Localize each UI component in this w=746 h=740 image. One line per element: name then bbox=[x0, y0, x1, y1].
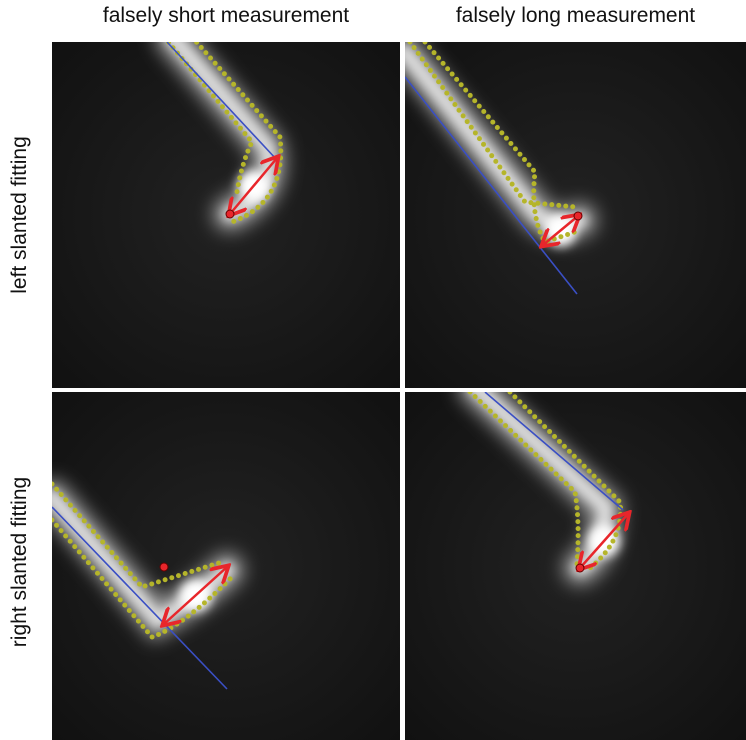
endpoint bbox=[226, 210, 234, 218]
endpoint bbox=[160, 563, 168, 571]
microscopy-panel bbox=[405, 392, 746, 740]
endpoint bbox=[574, 212, 582, 220]
column-title: falsely long measurement bbox=[405, 4, 746, 28]
microscopy-panel bbox=[52, 392, 400, 740]
row-title: left slanted fitting bbox=[8, 136, 32, 294]
microscopy-panel bbox=[405, 42, 746, 388]
row-title: right slanted fitting bbox=[8, 477, 32, 647]
endpoint bbox=[576, 564, 584, 572]
column-title: falsely short measurement bbox=[52, 4, 400, 28]
microscopy-panel bbox=[52, 42, 400, 388]
figure: falsely short measurement falsely long m… bbox=[0, 0, 746, 740]
